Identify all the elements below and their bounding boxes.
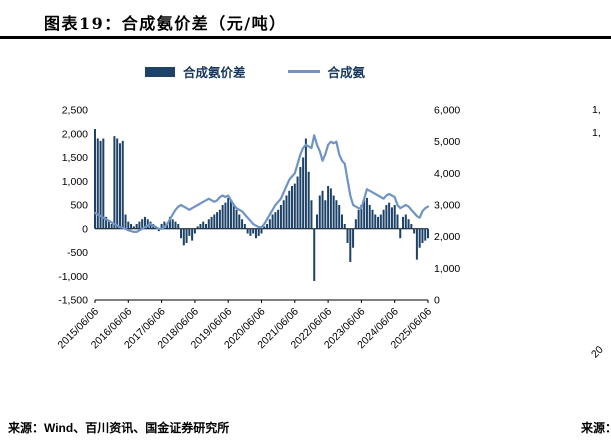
bar-swatch-icon	[144, 66, 175, 77]
svg-text:4,000: 4,000	[434, 168, 460, 180]
chart-legend: 合成氨价差 合成氨	[35, 62, 475, 81]
svg-text:-1,500: -1,500	[58, 295, 88, 307]
line-series	[93, 134, 430, 233]
adjacent-chart-axis-fragment-1: 1,	[592, 104, 601, 116]
svg-text:1,000: 1,000	[62, 176, 88, 188]
svg-text:-1,000: -1,000	[58, 271, 88, 283]
svg-text:0: 0	[434, 295, 440, 307]
adjacent-chart-axis-fragment-2: 1,	[592, 127, 601, 139]
svg-text:0: 0	[82, 223, 88, 235]
adjacent-source-note-fragment: 来源：	[581, 421, 611, 435]
figure-title: 图表19：合成氨价差（元/吨）	[44, 14, 287, 33]
svg-text:1,500: 1,500	[62, 152, 88, 164]
source-note: 来源：Wind、百川资讯、国金证券研究所	[8, 421, 230, 435]
legend-item-price: 合成氨	[287, 62, 366, 81]
adjacent-chart-xtick-fragment: 20	[589, 343, 606, 361]
svg-text:-500: -500	[67, 247, 88, 259]
line-swatch-icon	[287, 70, 320, 73]
title-divider-rule	[0, 36, 611, 39]
legend-label-spread: 合成氨价差	[182, 65, 246, 80]
combo-chart: 2,500 2,000 1,500 1,000 500 0 -500 -1,000 -1,500…	[55, 105, 460, 352]
svg-text:6,000: 6,000	[434, 105, 460, 117]
svg-text:1,000: 1,000	[434, 263, 460, 275]
left-axis-tick-labels: 2,500 2,000 1,500 1,000 500 0 -500 -1,000 -1,500	[58, 105, 88, 307]
svg-text:2,500: 2,500	[62, 105, 88, 117]
right-axis-tick-labels: 6,000 5,000 4,000 3,000 2,000 1,000 0	[434, 105, 460, 307]
bar-series	[94, 129, 429, 281]
svg-text:2,000: 2,000	[434, 231, 460, 243]
svg-text:5,000: 5,000	[434, 136, 460, 148]
legend-item-spread: 合成氨价差	[144, 62, 246, 81]
svg-text:500: 500	[70, 200, 88, 212]
svg-text:2,000: 2,000	[62, 128, 88, 140]
svg-text:3,000: 3,000	[434, 200, 460, 212]
legend-label-price: 合成氨	[327, 65, 366, 80]
x-axis: 2015/06/062016/06/062017/06/062018/06/06…	[55, 228, 434, 351]
